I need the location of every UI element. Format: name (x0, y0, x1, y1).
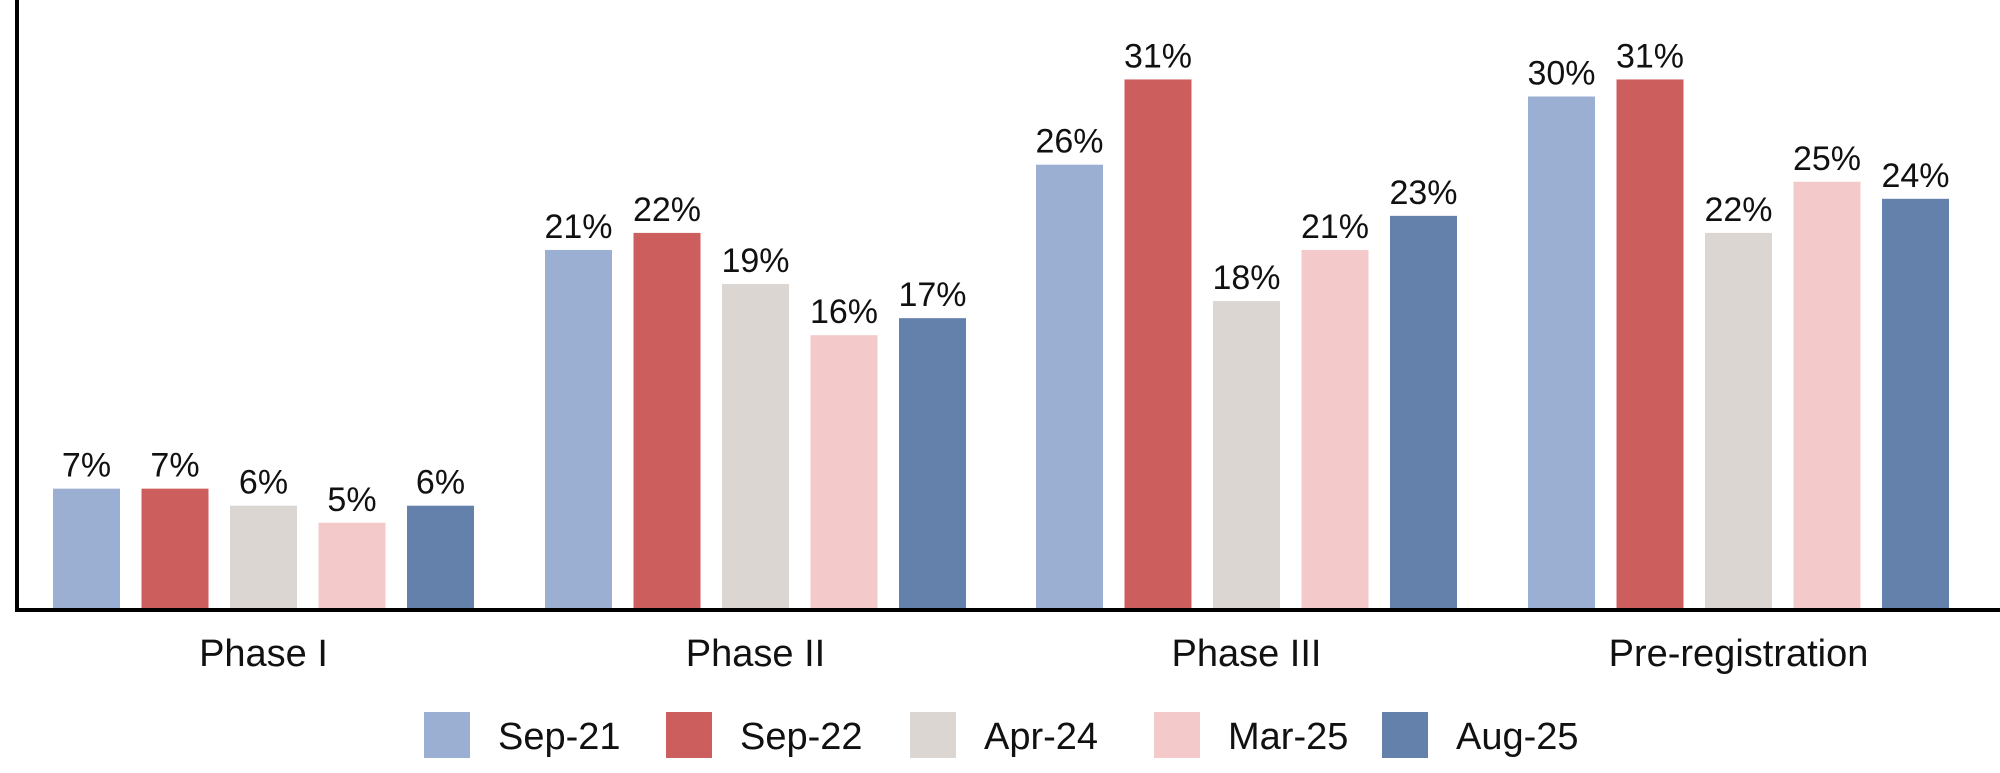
bars-layer (53, 79, 1949, 609)
value-label: 6% (239, 464, 288, 502)
bar-phase-i-mar-25 (318, 522, 386, 608)
value-label: 21% (544, 208, 612, 246)
value-label: 16% (810, 293, 878, 331)
value-label: 19% (721, 242, 789, 280)
bar-pre-registration-mar-25 (1793, 181, 1861, 608)
bar-pre-registration-aug-25 (1882, 198, 1949, 609)
bar-phase-ii-apr-24 (722, 284, 789, 608)
value-label: 24% (1881, 157, 1949, 195)
value-label: 31% (1616, 37, 1684, 75)
value-label: 30% (1527, 55, 1595, 93)
legend-label: Apr-24 (984, 716, 1098, 758)
value-label: 22% (1704, 191, 1772, 229)
category-labels-layer: Phase I Phase II Phase III Pre-registration (199, 633, 1868, 675)
legend-swatch-aug-25 (1382, 712, 1428, 758)
bar-phase-i-apr-24 (230, 505, 297, 608)
legend-label: Sep-21 (498, 716, 621, 758)
value-label: 7% (62, 447, 111, 485)
bar-phase-ii-sep-22 (633, 232, 701, 608)
value-label: 21% (1301, 208, 1369, 246)
bar-phase-iii-sep-21 (1036, 164, 1103, 608)
category-label: Pre-registration (1609, 633, 1869, 675)
value-label: 22% (633, 191, 701, 229)
bar-pre-registration-sep-22 (1616, 79, 1684, 608)
category-label: Phase II (686, 633, 825, 675)
bar-phase-iii-sep-22 (1124, 79, 1192, 608)
bar-phase-i-sep-22 (141, 488, 209, 608)
legend-swatch-mar-25 (1154, 712, 1200, 758)
bar-phase-ii-sep-21 (545, 249, 612, 608)
bar-phase-iii-mar-25 (1301, 249, 1369, 608)
value-label: 7% (150, 447, 199, 485)
bar-phase-ii-aug-25 (899, 318, 966, 608)
bar-phase-iii-apr-24 (1213, 301, 1280, 608)
value-label: 26% (1035, 123, 1103, 161)
value-label: 5% (327, 481, 376, 519)
bar-phase-i-sep-21 (53, 488, 120, 608)
value-label: 18% (1212, 259, 1280, 297)
bar-phase-ii-mar-25 (810, 335, 878, 608)
value-labels-layer: 7% 7% 6% 5% 6% 21% 22% 19% 16% 17% 26% 31% 18% 21% 23%… (62, 37, 1950, 518)
bar-pre-registration-sep-21 (1528, 96, 1595, 608)
category-label: Phase III (1172, 633, 1322, 675)
value-label: 23% (1389, 174, 1457, 212)
bar-phase-i-aug-25 (407, 505, 474, 608)
legend-swatch-sep-21 (424, 712, 470, 758)
bar-phase-iii-aug-25 (1390, 215, 1457, 608)
legend-swatch-sep-22 (666, 712, 712, 758)
value-label: 17% (898, 276, 966, 314)
value-label: 31% (1124, 37, 1192, 75)
bar-pre-registration-apr-24 (1705, 232, 1772, 608)
legend-label: Mar-25 (1228, 716, 1348, 758)
legend-label: Aug-25 (1456, 716, 1579, 758)
value-label: 25% (1793, 140, 1861, 178)
legend: Sep-21 Sep-22 Apr-24 Mar-25 Aug-25 (424, 712, 1579, 758)
legend-swatch-apr-24 (910, 712, 956, 758)
value-label: 6% (416, 464, 465, 502)
category-label: Phase I (199, 633, 328, 675)
legend-label: Sep-22 (740, 716, 863, 758)
